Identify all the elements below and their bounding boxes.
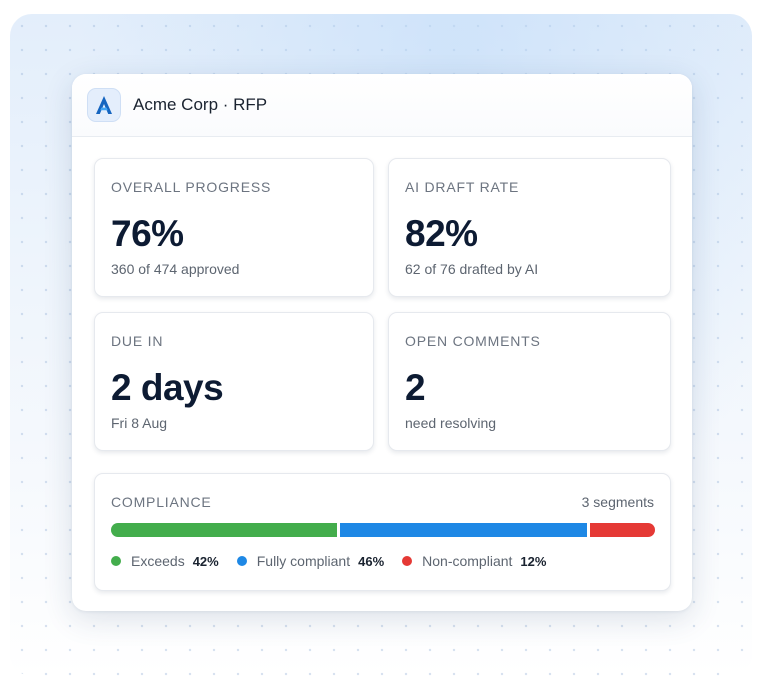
due-in-tile: DUE IN 2 days Fri 8 Aug — [94, 312, 374, 451]
legend-percent-exceeds: 42% — [192, 553, 219, 569]
overall-progress-value: 76% — [111, 213, 184, 254]
legend-label-non-compliant: Non-compliant — [422, 553, 513, 569]
compliance-legend: Exceeds 42% Fully compliant 46% Non-comp… — [111, 553, 564, 569]
legend-label-fully-compliant: Fully compliant — [256, 553, 351, 569]
ai-draft-rate-tile: AI DRAFT RATE 82% 62 of 76 drafted by AI — [388, 158, 671, 297]
legend-percent-fully-compliant: 46% — [358, 553, 385, 569]
legend-label-exceeds: Exceeds — [131, 553, 185, 569]
legend-item-fully-compliant: Fully compliant 46% — [236, 553, 385, 569]
compliance-segment-exceeds — [111, 523, 337, 537]
legend-percent-non-compliant: 12% — [520, 553, 547, 569]
overall-progress-label: OVERALL PROGRESS — [111, 179, 272, 195]
acme-logo-icon — [87, 88, 121, 122]
ai-draft-rate-value: 82% — [405, 213, 478, 254]
compliance-label: COMPLIANCE — [111, 494, 212, 510]
ai-draft-rate-sub: 62 of 76 drafted by AI — [405, 261, 539, 277]
open-comments-label: OPEN COMMENTS — [405, 333, 541, 349]
due-in-value: 2 days — [111, 367, 224, 408]
compliance-tile: COMPLIANCE 3 segments Exceeds 42% Fully … — [94, 473, 671, 591]
compliance-bar — [111, 523, 655, 537]
rfp-summary-card: Acme Corp · RFP OVERALL PROGRESS 76% 360… — [72, 74, 692, 611]
open-comments-sub: need resolving — [405, 415, 497, 431]
open-comments-tile: OPEN COMMENTS 2 need resolving — [388, 312, 671, 451]
segment-count: 3 segments — [581, 494, 654, 510]
legend-dot-exceeds — [111, 556, 121, 566]
card-header: Acme Corp · RFP — [72, 74, 692, 137]
legend-item-exceeds: Exceeds 42% — [111, 553, 219, 569]
open-comments-value: 2 — [405, 367, 426, 408]
legend-item-non-compliant: Non-compliant 12% — [402, 553, 546, 569]
overall-progress-sub: 360 of 474 approved — [111, 261, 240, 277]
legend-dot-fully-compliant — [236, 556, 247, 566]
overall-progress-tile: OVERALL PROGRESS 76% 360 of 474 approved — [94, 158, 374, 297]
compliance-segment-non-compliant — [590, 523, 655, 537]
legend-dot-non-compliant — [402, 556, 413, 566]
due-in-sub: Fri 8 Aug — [111, 415, 168, 431]
ai-draft-rate-label: AI DRAFT RATE — [405, 179, 520, 195]
page-title: Acme Corp · RFP — [133, 95, 268, 114]
compliance-segment-fully-compliant — [339, 523, 588, 537]
due-in-label: DUE IN — [111, 333, 164, 349]
